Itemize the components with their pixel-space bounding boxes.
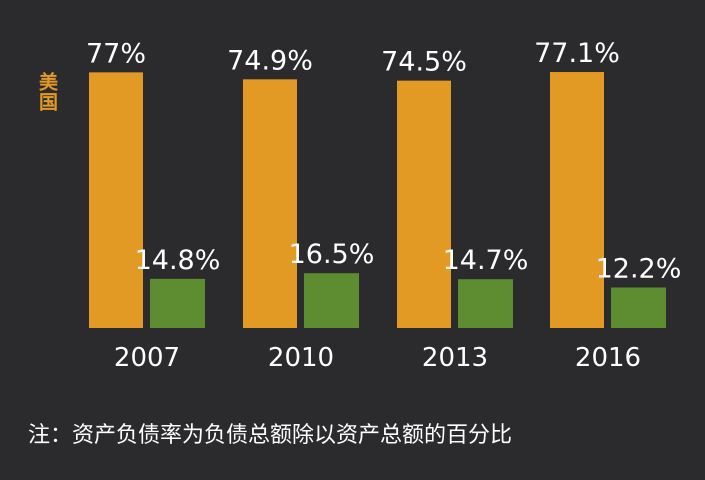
series-label-usa: 美国 bbox=[36, 72, 58, 112]
value-label-2013-series-0: 74.5% bbox=[381, 47, 467, 78]
category-tick-2007: 2007 bbox=[114, 343, 180, 373]
footnote: 注：资产负债率为负债总额除以资产总额的百分比 bbox=[28, 423, 513, 448]
value-labels-layer: 77% 14.8% 74.9% 16.5% 74.5% 14.7% 77.1% 12.2% bbox=[86, 38, 681, 284]
bar-2016-series-0 bbox=[550, 72, 604, 328]
bar-2013-series-0 bbox=[397, 80, 451, 328]
category-tick-2016: 2016 bbox=[575, 343, 641, 373]
bar-2016-series-1 bbox=[611, 287, 666, 328]
category-tick-2013: 2013 bbox=[422, 343, 488, 373]
value-label-2016-series-0: 77.1% bbox=[534, 38, 620, 69]
bar-2007-series-1 bbox=[150, 278, 205, 328]
bar-2010-series-1 bbox=[304, 273, 359, 328]
value-label-2007-series-0: 77% bbox=[86, 38, 146, 69]
value-label-2010-series-1: 16.5% bbox=[289, 239, 375, 270]
bar-2013-series-1 bbox=[458, 279, 513, 328]
bar-2010-series-0 bbox=[243, 79, 297, 328]
value-label-2013-series-1: 14.7% bbox=[443, 245, 529, 276]
category-tick-2010: 2010 bbox=[268, 343, 334, 373]
bar-2007-series-0 bbox=[89, 72, 143, 328]
value-label-2007-series-1: 14.8% bbox=[135, 245, 221, 276]
category-ticks-layer: 2007 2010 2013 2016 bbox=[114, 343, 641, 373]
value-label-2016-series-1: 12.2% bbox=[596, 253, 682, 284]
bars-layer bbox=[89, 72, 666, 328]
value-label-2010-series-0: 74.9% bbox=[227, 45, 313, 76]
